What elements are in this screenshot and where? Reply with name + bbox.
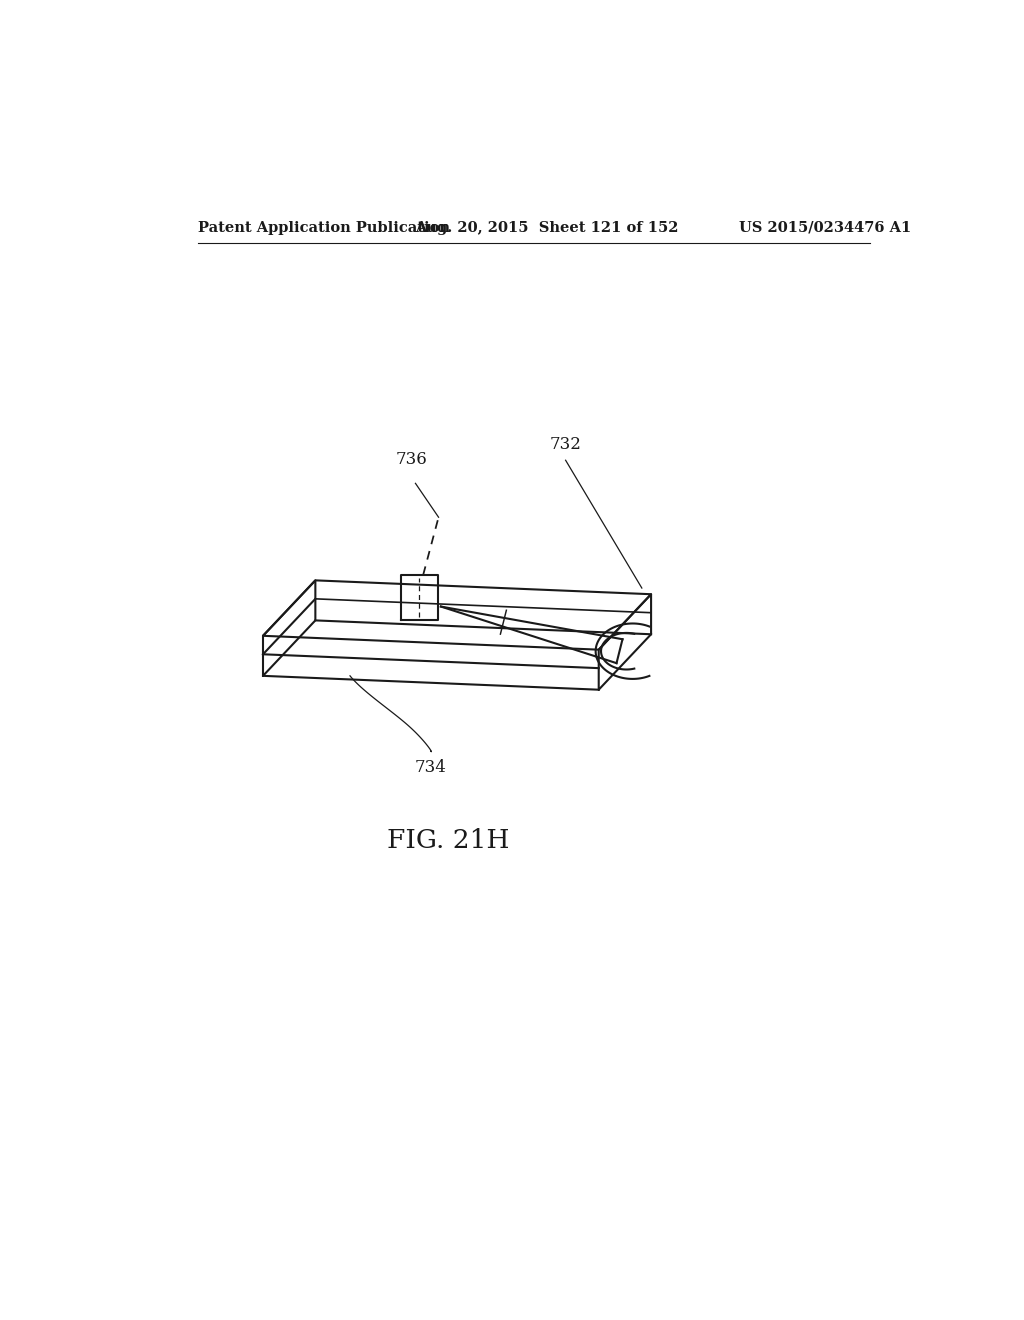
Text: 736: 736 [395,451,427,469]
Text: 732: 732 [550,436,582,453]
Text: Aug. 20, 2015  Sheet 121 of 152: Aug. 20, 2015 Sheet 121 of 152 [416,220,679,235]
Text: Patent Application Publication: Patent Application Publication [199,220,451,235]
Text: FIG. 21H: FIG. 21H [386,829,509,853]
Text: 734: 734 [415,759,446,776]
Text: US 2015/0234476 A1: US 2015/0234476 A1 [739,220,911,235]
